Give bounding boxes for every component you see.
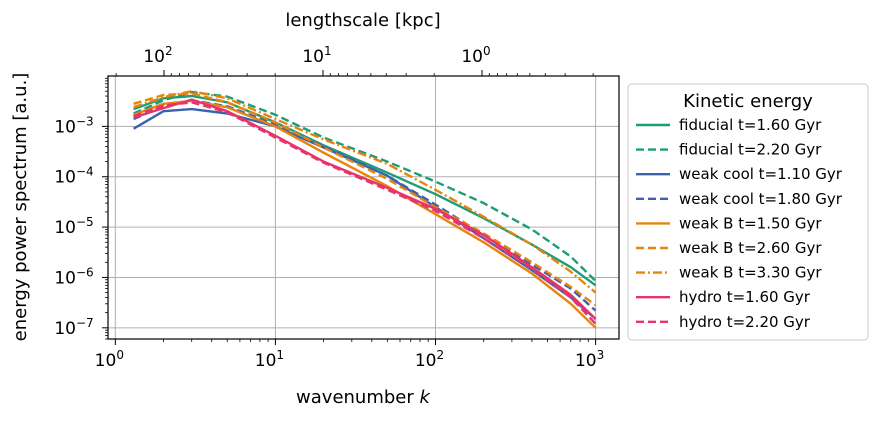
series-line [133,90,597,282]
series-line [133,101,597,325]
series-line [133,98,597,320]
y-axis-label: energy power spectrum [a.u.] [10,73,31,342]
legend-entry-label: fiducial t=1.60 Gyr [679,116,822,134]
grid [108,76,619,339]
legend-entry-label: weak cool t=1.80 Gyr [679,190,843,208]
legend-entry-label: hydro t=2.20 Gyr [679,313,811,331]
axis-ticks: 100 101 102 103 10−7 10−6 10−5 10−4 10−3 102 101 10… [54,44,604,371]
series-line [132,107,597,320]
x-tick-label: 100 [95,348,124,371]
y-tick-label: 10−4 [54,165,93,188]
legend-title: Kinetic energy [683,91,813,112]
legend-entry-label: weak B t=3.30 Gyr [679,264,822,282]
x-axis-label: wavenumber k [296,387,431,408]
legend: Kinetic energy fiducial t=1.60 Gyr fiduci… [627,83,869,341]
series-lines [132,90,597,329]
series-line [133,94,597,287]
legend-entry-label: fiducial t=2.20 Gyr [679,141,822,159]
top-tick-label: 102 [143,44,172,67]
top-tick-label: 100 [461,44,490,67]
legend-entry-label: weak cool t=1.10 Gyr [679,165,843,183]
x-tick-label: 102 [415,348,444,371]
plot-frame [107,75,620,340]
legend-entry-label: weak B t=1.50 Gyr [679,214,822,232]
y-tick-label: 10−7 [54,316,93,339]
series-line [133,92,597,307]
legend-entry-label: hydro t=1.60 Gyr [679,288,811,306]
y-tick-label: 10−6 [54,265,93,288]
y-tick-label: 10−5 [54,215,93,238]
legend-box [627,83,869,341]
top-x-axis-label: lengthscale [kpc] [285,10,440,31]
legend-entry-label: weak B t=2.60 Gyr [679,239,822,257]
series-line [133,90,597,294]
x-tick-label: 103 [575,348,604,371]
top-tick-label: 101 [302,44,331,67]
series-line [133,99,597,312]
y-tick-label: 10−3 [54,114,93,137]
series-line [133,99,597,329]
x-tick-label: 101 [255,348,284,371]
